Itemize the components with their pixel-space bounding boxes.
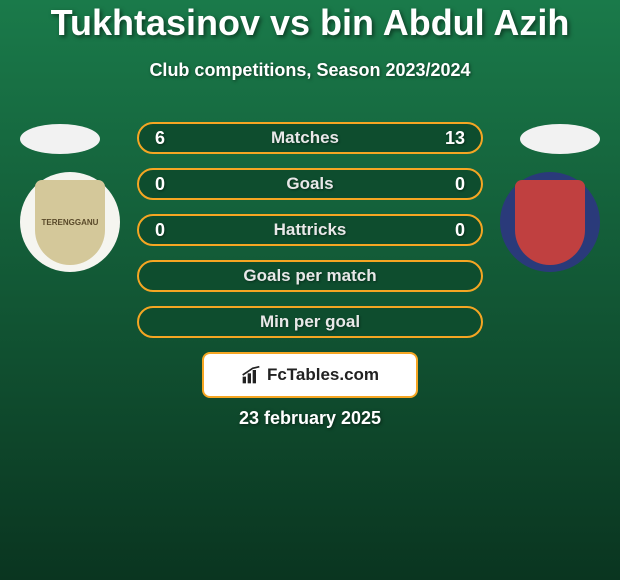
subtitle: Club competitions, Season 2023/2024	[0, 60, 620, 81]
comparison-card: Tukhtasinov vs bin Abdul Azih Club compe…	[0, 0, 620, 580]
club-left-label: TERENGGANU	[42, 218, 99, 227]
stat-row-matches: 6 Matches 13	[137, 122, 483, 154]
stat-label: Min per goal	[260, 312, 360, 332]
page-title: Tukhtasinov vs bin Abdul Azih	[0, 2, 620, 44]
stat-right-value: 0	[455, 174, 465, 195]
stat-row-hattricks: 0 Hattricks 0	[137, 214, 483, 246]
stat-label: Goals	[286, 174, 333, 194]
stat-left-value: 6	[155, 128, 165, 149]
stat-row-goals: 0 Goals 0	[137, 168, 483, 200]
stat-row-mpg: Min per goal	[137, 306, 483, 338]
stat-label: Matches	[271, 128, 339, 148]
stat-left-value: 0	[155, 174, 165, 195]
club-right-badge	[500, 172, 600, 272]
club-left-badge: TERENGGANU	[20, 172, 120, 272]
brand-text: FcTables.com	[267, 365, 379, 385]
club-left-crest: TERENGGANU	[35, 180, 105, 265]
chart-icon	[241, 365, 261, 385]
stat-label: Goals per match	[243, 266, 376, 286]
date-label: 23 february 2025	[0, 408, 620, 429]
stat-row-gpm: Goals per match	[137, 260, 483, 292]
brand-badge: FcTables.com	[202, 352, 418, 398]
stat-left-value: 0	[155, 220, 165, 241]
player-left-photo	[20, 124, 100, 154]
player-right-photo	[520, 124, 600, 154]
club-right-crest	[515, 180, 585, 265]
stat-label: Hattricks	[274, 220, 347, 240]
stat-right-value: 0	[455, 220, 465, 241]
stat-right-value: 13	[445, 128, 465, 149]
